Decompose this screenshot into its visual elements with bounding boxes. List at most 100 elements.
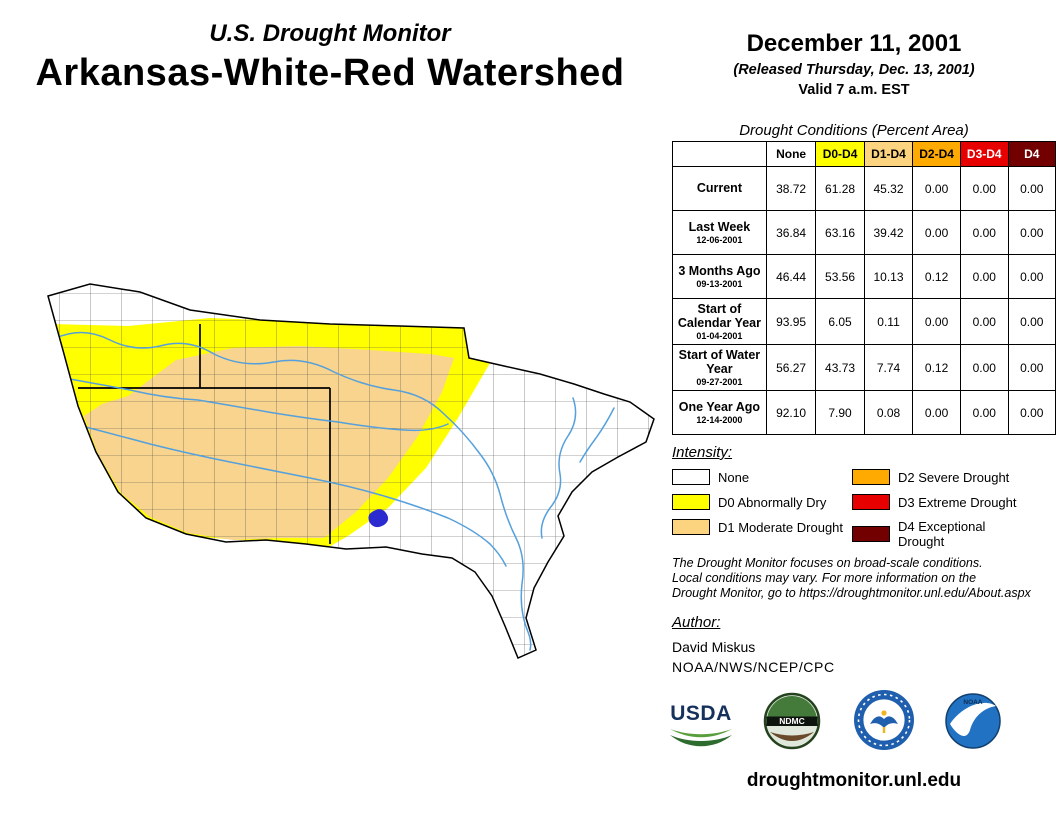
legend-title: Intensity: [672, 444, 733, 461]
table-cell: 56.27 [765, 344, 817, 391]
table-header-row: None D0-D4 D1-D4 D2-D4 D3-D4 D4 [672, 141, 1056, 167]
river-white [540, 397, 577, 539]
none-swatch-icon [672, 469, 710, 485]
d0-swatch-icon [672, 494, 710, 510]
legend-item-d0: D0 Abnormally Dry [672, 494, 852, 510]
noaa-logo: NOAA [945, 693, 1001, 749]
table-cell: 45.32 [863, 166, 914, 211]
ndmc-logo: NDMC [763, 692, 821, 750]
river-arkansas [55, 331, 532, 651]
legend-item-d1: D1 Moderate Drought [672, 519, 852, 535]
table-cell: 36.84 [765, 210, 817, 255]
table-cell: 7.90 [815, 390, 865, 435]
table-cell: 0.00 [959, 344, 1009, 391]
table-cell: 0.00 [1007, 390, 1056, 435]
d1-swatch-icon [672, 519, 710, 535]
legend-item-d3: D3 Extreme Drought [852, 494, 1032, 510]
table-cell: 0.00 [959, 298, 1009, 345]
table-cell: 93.95 [765, 298, 817, 345]
legend: Intensity: None D0 Abnormally Dry D1 Mod… [672, 444, 1034, 549]
usda-logo: USDA [668, 702, 734, 753]
table-cell: 0.00 [959, 166, 1009, 211]
seabird-icon [950, 702, 996, 737]
legend-columns: None D0 Abnormally Dry D1 Moderate Droug… [672, 469, 1034, 549]
column-header-d2d4: D2-D4 [912, 141, 961, 167]
table-cell: 0.12 [912, 254, 961, 299]
table-row-one-year-ago: One Year Ago 12-14-2000 92.10 7.90 0.08 … [672, 390, 1056, 435]
table-cell: 92.10 [765, 390, 817, 435]
author-organization: NOAA/NWS/NCEP/CPC [672, 659, 835, 675]
table-cell: 0.00 [912, 210, 961, 255]
disclaimer-line: The Drought Monitor focuses on broad-sca… [672, 556, 983, 570]
row-label: 3 Months Ago [678, 264, 761, 278]
row-label-cell: Start of Calendar Year 01-04-2001 [672, 298, 767, 345]
table-cell: 0.11 [863, 298, 914, 345]
table-row-start-water-year: Start of Water Year 09-27-2001 56.27 43.… [672, 344, 1056, 391]
author-heading: Author: [672, 614, 721, 631]
footer-url: droughtmonitor.unl.edu [746, 770, 962, 791]
table-corner-cell [672, 141, 767, 167]
row-date: 12-06-2001 [696, 235, 743, 245]
row-label-cell: One Year Ago 12-14-2000 [672, 390, 767, 435]
row-date: 01-04-2001 [696, 331, 743, 341]
row-date: 09-13-2001 [696, 279, 743, 289]
row-label-cell: Last Week 12-06-2001 [672, 210, 767, 255]
table-cell: 6.05 [815, 298, 865, 345]
table-cell: 0.00 [959, 254, 1009, 299]
legend-column-right: D2 Severe Drought D3 Extreme Drought D4 … [852, 469, 1032, 549]
river-red [73, 423, 507, 567]
table-title: Drought Conditions (Percent Area) [739, 122, 969, 139]
row-label-cell: 3 Months Ago 09-13-2001 [672, 254, 767, 299]
legend-item-label: None [718, 469, 750, 485]
drought-conditions-table: None D0-D4 D1-D4 D2-D4 D3-D4 D4 Current … [672, 141, 1056, 435]
author-block: Author: David Miskus NOAA/NWS/NCEP/CPC [672, 614, 1032, 675]
row-label: One Year Ago [678, 400, 761, 414]
table-cell: 10.13 [863, 254, 914, 299]
table-cell: 0.00 [1007, 254, 1056, 299]
row-label-cell: Current [672, 166, 767, 211]
row-label: Current [696, 181, 742, 195]
river-east-tributary [579, 407, 615, 463]
legend-item-label: D4 Exceptional Drought [898, 519, 986, 549]
county-grid [48, 284, 654, 658]
table-cell: 46.44 [765, 254, 817, 299]
table-cell: 7.74 [863, 344, 914, 391]
table-cell: 0.00 [1007, 166, 1056, 211]
legend-column-left: None D0 Abnormally Dry D1 Moderate Droug… [672, 469, 852, 549]
column-header-d4: D4 [1007, 141, 1056, 167]
dept-of-commerce-logo [854, 690, 914, 750]
row-label: Last Week [688, 220, 751, 234]
legend-item-none: None [672, 469, 852, 485]
header-left: U.S. Drought Monitor Arkansas-White-Red … [0, 20, 660, 95]
column-header-d3d4: D3-D4 [959, 141, 1009, 167]
lake [368, 509, 389, 528]
legend-item-label: D1 Moderate Drought [718, 519, 844, 535]
row-label-cell: Start of Water Year 09-27-2001 [672, 344, 767, 391]
watershed-outline [47, 283, 655, 659]
table-cell: 0.00 [959, 390, 1009, 435]
table-row-last-week: Last Week 12-06-2001 36.84 63.16 39.42 0… [672, 210, 1056, 255]
table-cell: 0.00 [1007, 210, 1056, 255]
rivers [55, 331, 615, 651]
table-cell: 0.00 [1007, 344, 1056, 391]
table-cell: 53.56 [815, 254, 865, 299]
table-cell: 39.42 [863, 210, 914, 255]
table-row-start-calendar-year: Start of Calendar Year 01-04-2001 93.95 … [672, 298, 1056, 345]
river-canadian [63, 377, 449, 432]
row-label: Start of Calendar Year [677, 302, 761, 330]
program-title: U.S. Drought Monitor [209, 20, 451, 47]
disclaimer-link-line: Drought Monitor, go to https://droughtmo… [672, 586, 1031, 600]
ndmc-logo-text: NDMC [779, 716, 805, 726]
column-header-none: None [765, 141, 817, 167]
table-row-current: Current 38.72 61.28 45.32 0.00 0.00 0.00 [672, 166, 1056, 211]
legend-item-d2: D2 Severe Drought [852, 469, 1032, 485]
table-cell: 0.00 [959, 210, 1009, 255]
column-header-d1d4: D1-D4 [863, 141, 914, 167]
d4-swatch-icon [852, 526, 890, 542]
usda-logo-text: USDA [670, 702, 732, 725]
row-label: Start of Water Year [678, 348, 761, 376]
legend-item-label: D2 Severe Drought [898, 469, 1010, 485]
disclaimer-line: Local conditions may vary. For more info… [672, 571, 977, 585]
d2-swatch-icon [852, 469, 890, 485]
